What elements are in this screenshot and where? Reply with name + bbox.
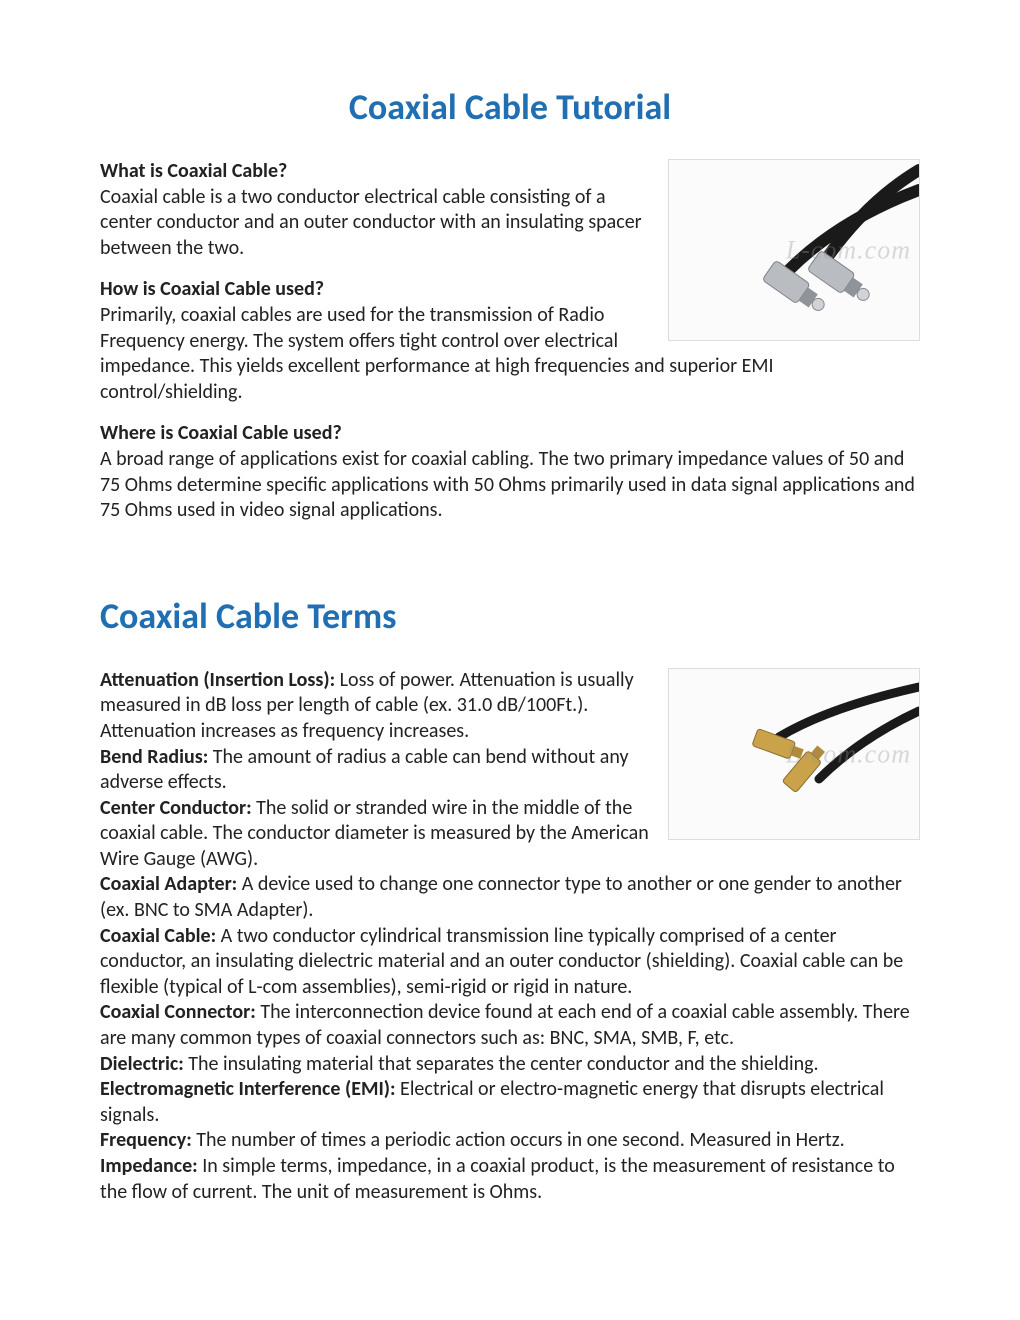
q3-heading: Where is Coaxial Cable used? [100, 421, 342, 445]
term-frequency-text: The number of times a periodic action oc… [192, 1128, 845, 1152]
term-dielectric-label: Dielectric: [100, 1052, 184, 1076]
term-frequency-label: Frequency: [100, 1128, 192, 1152]
intro-section: L-com.com What is Coaxial Cable? Coaxial… [100, 159, 920, 524]
page-title: Coaxial Cable Tutorial [100, 85, 920, 129]
term-emi-label: Electromagnetic Interference (EMI): [100, 1077, 396, 1101]
q2-heading: How is Coaxial Cable used? [100, 277, 324, 301]
terms-section: L-com.com Attenuation (Insertion Loss): … [100, 668, 920, 1205]
term-impedance-text: In simple terms, impedance, in a coaxial… [100, 1154, 895, 1204]
term-bend-radius-label: Bend Radius: [100, 745, 208, 769]
term-coax-adapter-label: Coaxial Adapter: [100, 872, 237, 896]
coax-sma-image: L-com.com [668, 668, 920, 840]
term-attenuation-label: Attenuation (Insertion Loss): [100, 668, 335, 692]
term-coax-connector-label: Coaxial Connector: [100, 1000, 256, 1024]
term-dielectric-text: The insulating material that separates t… [184, 1052, 819, 1076]
term-coax-cable-text: A two conductor cylindrical transmission… [100, 924, 903, 999]
q3-body: A broad range of applications exist for … [100, 447, 915, 522]
coax-bnc-image: L-com.com [668, 159, 920, 341]
term-impedance-label: Impedance: [100, 1154, 198, 1178]
q1-heading: What is Coaxial Cable? [100, 159, 287, 183]
terms-section-title: Coaxial Cable Terms [100, 594, 920, 638]
document-page: Coaxial Cable Tutorial L-com.com [0, 0, 1020, 1265]
term-coax-cable-label: Coaxial Cable: [100, 924, 216, 948]
q1-body: Coaxial cable is a two conductor electri… [100, 185, 642, 260]
q3-block: Where is Coaxial Cable used? A broad ran… [100, 421, 920, 523]
term-center-conductor-label: Center Conductor: [100, 796, 252, 820]
